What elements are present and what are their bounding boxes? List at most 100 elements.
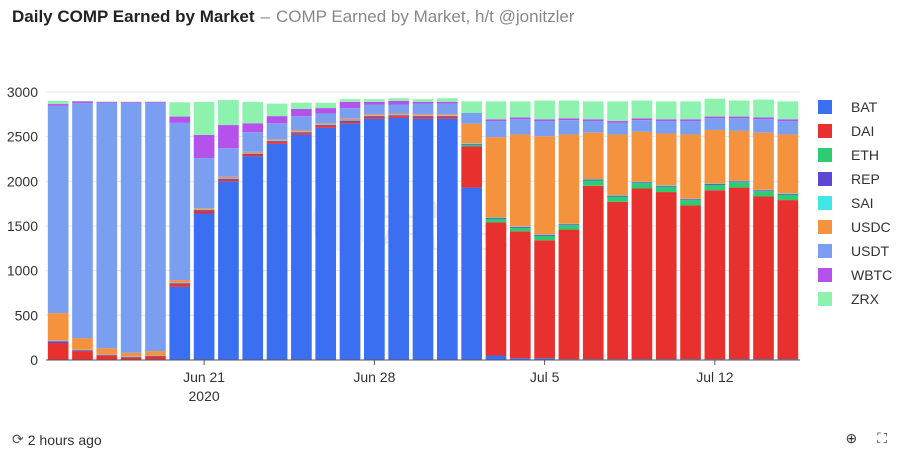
fullscreen-icon[interactable]: ⛶ [877, 430, 887, 446]
chart-header: Daily COMP Earned by Market – COMP Earned … [12, 7, 574, 27]
bar-segment-dai [266, 142, 288, 144]
bar-segment-dai [145, 356, 166, 360]
bar-segment-wbtc [315, 108, 337, 114]
bar-segment-bat [242, 156, 264, 360]
y-tick-label: 1500 [7, 218, 38, 234]
legend-label-usdc: USDC [851, 219, 891, 235]
bar-segment-usdt [558, 120, 580, 135]
bar-segment-zrx [534, 100, 555, 120]
bar-segment-bat [509, 358, 531, 360]
bar-segment-usdc [120, 352, 142, 357]
bar-segment-wbtc [218, 125, 239, 149]
bar-segment-usdc [534, 136, 555, 235]
bar-segment-rep [242, 153, 264, 155]
bar-segment-usdt [582, 121, 604, 133]
bar-segment-dai [704, 190, 726, 360]
bar-segment-usdc [582, 132, 604, 180]
bar-segment-rep [607, 195, 628, 197]
bar-segment-usdc [558, 134, 580, 224]
bar-segment-eth [777, 194, 799, 201]
bar-segment-wbtc [631, 118, 653, 121]
bar-segment-zrx [169, 102, 191, 117]
bar-segment-usdc [655, 133, 677, 186]
bar-segment-wbtc [655, 119, 677, 122]
bar-segment-usdc [218, 176, 239, 179]
bar-segment-usdc [388, 113, 410, 115]
bar-segment-wbtc [680, 119, 701, 122]
bar-segment-dai [47, 343, 69, 360]
legend-swatch-sai [818, 196, 832, 210]
bar-segment-usdt [534, 121, 555, 137]
bar-segment-eth [655, 186, 677, 193]
legend-swatch-bat [818, 100, 832, 114]
bar-segment-bat [485, 355, 507, 360]
bar-segment-usdt [291, 116, 312, 131]
y-tick-label: 1000 [7, 263, 38, 279]
bar-segment-usdc [47, 313, 69, 341]
bar-segment-dai [461, 146, 482, 188]
bar-segment-rep [777, 193, 799, 195]
bar-segment-usdt [655, 121, 677, 134]
bar-segment-rep [412, 116, 434, 118]
bar-segment-usdt [96, 102, 118, 349]
title-separator: – [260, 7, 270, 26]
bar-segment-dai [728, 187, 750, 360]
bar-segment-dai [72, 351, 93, 360]
bar-segment-wbtc [47, 104, 69, 106]
bar-segment-zrx [753, 99, 774, 118]
bar-segment-bat [315, 127, 337, 360]
bar-segment-usdt [607, 122, 628, 135]
bar-segment-bat [436, 118, 458, 360]
bar-segment-rep [680, 199, 701, 201]
bar-segment-wbtc [558, 118, 580, 121]
bar-segment-usdc [266, 139, 288, 141]
zoom-in-icon[interactable]: ⊕ [845, 430, 858, 446]
bar-segment-usdc [96, 348, 118, 355]
bar-segment-bat [412, 118, 434, 360]
bar-segment-usdc [145, 351, 166, 356]
bar-segment-dai [436, 117, 458, 119]
legend-label-zrx: ZRX [851, 291, 880, 307]
legend-label-dai: DAI [851, 123, 874, 139]
bar-segment-dai [169, 284, 191, 287]
bar-segment-rep [655, 185, 677, 187]
bar-segment-usdt [339, 108, 361, 119]
bar-segment-rep [558, 224, 580, 226]
bar-segment-bat [266, 143, 288, 360]
y-tick-label: 3000 [7, 84, 38, 100]
bar-segment-usdc [436, 114, 458, 116]
bar-segment-usdc [169, 280, 191, 283]
bar-segment-usdt [388, 104, 410, 114]
bar-segment-bat [461, 187, 482, 360]
legend-swatch-usdt [818, 244, 832, 258]
bar-segment-wbtc [145, 101, 166, 103]
bar-segment-dai [291, 133, 312, 135]
bar-segment-dai [509, 231, 531, 359]
bar-segment-wbtc [339, 101, 361, 109]
bar-segment-usdt [436, 103, 458, 115]
bar-segment-usdc [461, 123, 482, 144]
refresh-icon[interactable]: ⟳ [12, 431, 24, 447]
bar-segment-usdt [72, 103, 93, 339]
bar-segment-usdc [193, 208, 215, 210]
bar-segment-zrx [582, 101, 604, 120]
bar-segment-wbtc [534, 119, 555, 122]
bar-segment-usdt [218, 148, 239, 177]
legend-swatch-zrx [818, 292, 832, 306]
bar-segment-zrx [291, 102, 312, 109]
bar-segment-rep [169, 283, 191, 285]
bar-segment-usdt [364, 104, 385, 115]
bar-segment-dai [364, 117, 385, 119]
x-tick-label: Jun 21 [183, 369, 225, 385]
bar-segment-bat [364, 118, 385, 360]
bar-segment-dai [607, 201, 628, 360]
bar-segment-wbtc [412, 101, 434, 104]
bar-segment-dai [655, 192, 677, 360]
bar-segment-usdt [509, 119, 531, 135]
chart-title: Daily COMP Earned by Market [12, 7, 255, 26]
bar-segment-wbtc [388, 100, 410, 105]
bar-segment-usdt [777, 121, 799, 135]
bar-segment-wbtc [291, 108, 312, 117]
legend-swatch-dai [818, 124, 832, 138]
bar-segment-usdc [777, 134, 799, 194]
